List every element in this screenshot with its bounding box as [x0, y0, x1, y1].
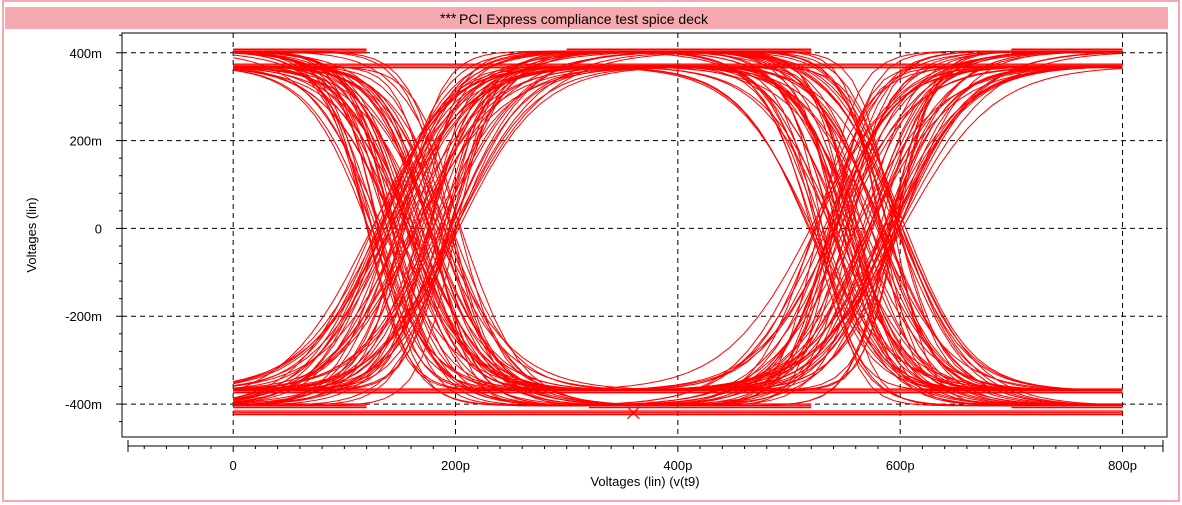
x-tick-label: 600p	[886, 458, 915, 473]
axes: 400m 200m 0 -200m -400m 0 200p 400p 600p 800p	[65, 34, 1164, 473]
rising-trace-101	[233, 65, 695, 406]
markers	[626, 406, 640, 420]
falling-trace-216	[642, 65, 1069, 392]
title-marker: ***	[440, 10, 457, 26]
x-tick-label: 0	[230, 458, 237, 473]
rising-trace-219	[597, 65, 1123, 406]
x-tick-label: 200p	[441, 458, 470, 473]
y-tick-label: -400m	[65, 397, 102, 412]
rising-trace-217	[644, 66, 1123, 391]
y-tick-label: 0	[95, 221, 102, 236]
y-tick-label: 400m	[69, 46, 102, 61]
x-tick-label: 400p	[663, 458, 692, 473]
rising-trace-85	[233, 66, 701, 400]
falling-trace-142	[599, 66, 1025, 406]
y-axis-label: Voltages (lin)	[24, 197, 39, 272]
y-tick-label: -200m	[65, 309, 102, 324]
falling-trace-170	[592, 66, 1032, 391]
chart-title: PCI Express compliance test spice deck	[459, 11, 709, 27]
falling-trace-194	[641, 66, 1094, 406]
rising-trace-213	[593, 65, 1091, 406]
falling-trace-190	[666, 51, 1123, 406]
x-tick-label: 800p	[1108, 458, 1137, 473]
eye-traces	[233, 48, 1123, 416]
rising-trace-197	[593, 52, 1123, 392]
rising-trace-175	[543, 66, 1123, 406]
x-axis-label: Voltages (lin) (v(t9)	[590, 474, 699, 489]
title-bar	[5, 7, 1168, 29]
falling-trace-214	[553, 50, 1081, 392]
falling-trace-204	[635, 51, 1062, 406]
rising-trace-105	[233, 51, 645, 399]
y-tick-label: 200m	[69, 134, 102, 149]
cursor-marker	[626, 406, 640, 420]
falling-trace-184	[658, 66, 1096, 391]
falling-trace-10	[233, 68, 657, 406]
